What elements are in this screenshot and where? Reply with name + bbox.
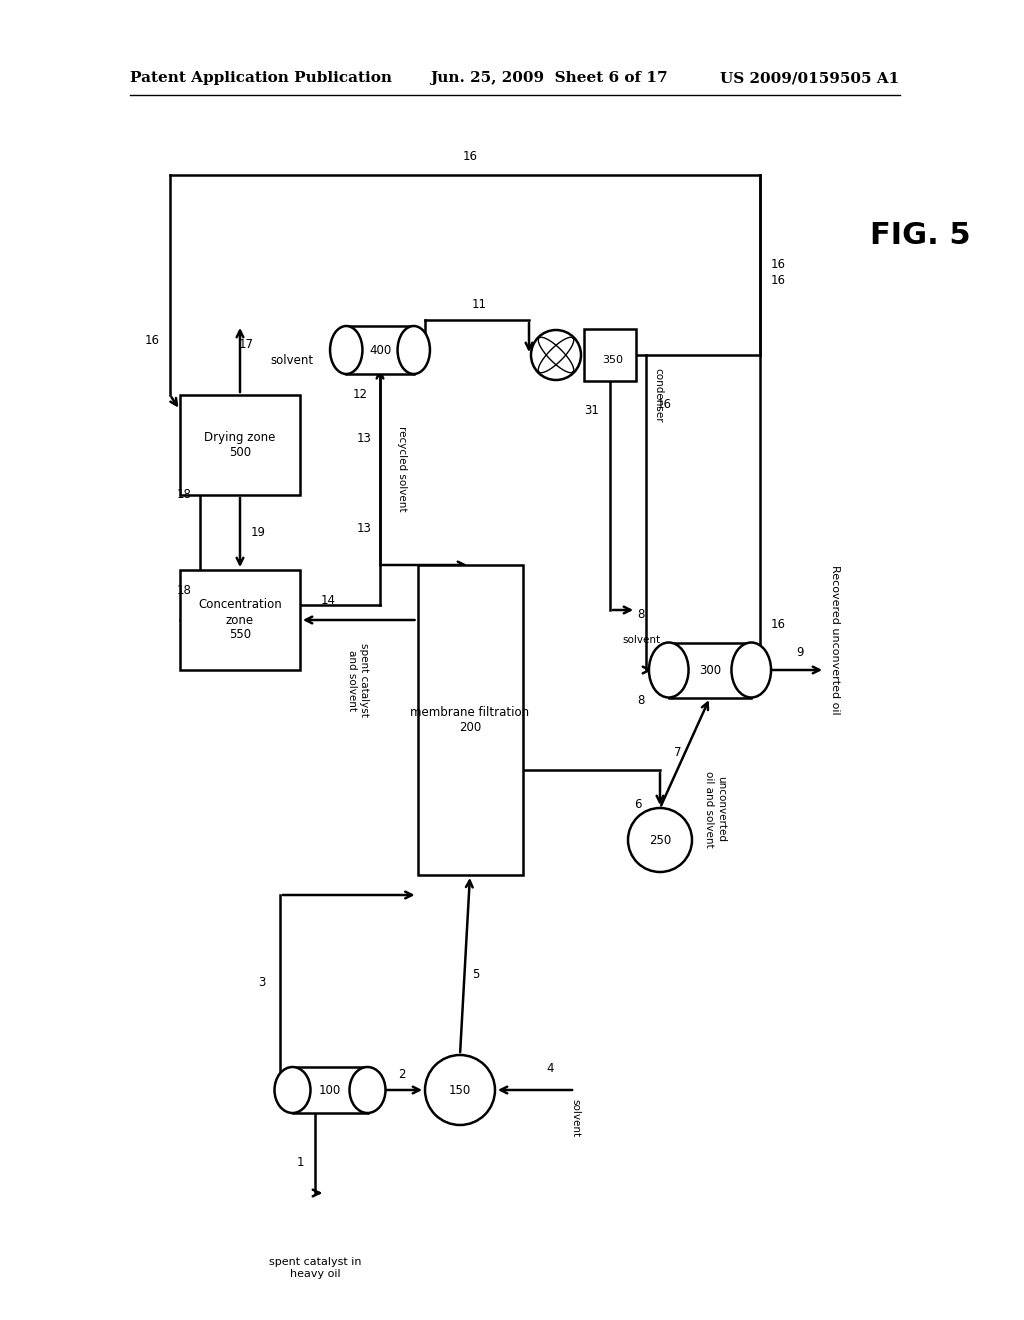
Text: 16: 16 [463, 150, 477, 164]
Text: 1: 1 [296, 1156, 304, 1170]
Text: 14: 14 [321, 594, 336, 606]
Text: solvent: solvent [270, 354, 313, 367]
Text: 31: 31 [585, 404, 599, 417]
Text: Concentration
zone
550: Concentration zone 550 [198, 598, 282, 642]
Ellipse shape [349, 1067, 385, 1113]
Text: solvent: solvent [622, 635, 660, 645]
Bar [418, 565, 522, 875]
Ellipse shape [274, 1067, 310, 1113]
Text: recycled solvent: recycled solvent [397, 426, 407, 512]
Circle shape [425, 1055, 495, 1125]
Text: 4: 4 [546, 1061, 554, 1074]
Text: condenser: condenser [653, 368, 663, 422]
Text: Patent Application Publication: Patent Application Publication [130, 71, 392, 84]
Text: 16: 16 [656, 399, 672, 412]
Text: 16: 16 [144, 334, 160, 346]
Text: 250: 250 [649, 833, 671, 846]
Text: 9: 9 [797, 645, 804, 659]
Bar [293, 1067, 368, 1113]
Text: spent catalyst in
heavy oil: spent catalyst in heavy oil [268, 1257, 361, 1279]
Text: 8: 8 [637, 609, 645, 622]
Text: Jun. 25, 2009  Sheet 6 of 17: Jun. 25, 2009 Sheet 6 of 17 [430, 71, 668, 84]
Ellipse shape [649, 643, 688, 697]
Text: 19: 19 [251, 525, 265, 539]
Text: Drying zone
500: Drying zone 500 [205, 432, 275, 459]
Text: 350: 350 [602, 355, 624, 366]
Text: 2: 2 [398, 1068, 406, 1081]
Text: 17: 17 [239, 338, 254, 351]
Text: FIG. 5: FIG. 5 [870, 220, 971, 249]
Text: 11: 11 [471, 297, 486, 310]
Text: membrane filtration
200: membrane filtration 200 [411, 706, 529, 734]
Text: 8: 8 [637, 693, 645, 706]
Bar [180, 395, 300, 495]
Circle shape [531, 330, 581, 380]
Text: 16: 16 [770, 619, 785, 631]
Text: spent catalyst
and solvent: spent catalyst and solvent [347, 643, 369, 717]
Text: 100: 100 [318, 1084, 341, 1097]
Text: 150: 150 [449, 1084, 471, 1097]
Text: 300: 300 [699, 664, 721, 676]
Bar [180, 570, 300, 671]
Text: unconverted
oil and solvent: unconverted oil and solvent [705, 771, 726, 847]
Bar [346, 326, 414, 374]
Text: 18: 18 [176, 488, 191, 502]
Text: 3: 3 [258, 975, 265, 989]
Ellipse shape [397, 326, 430, 374]
Ellipse shape [330, 326, 362, 374]
Text: 16: 16 [770, 273, 785, 286]
Text: 7: 7 [674, 746, 682, 759]
Text: 6: 6 [634, 799, 642, 812]
Bar [584, 329, 636, 381]
Text: 5: 5 [472, 969, 479, 982]
Text: 13: 13 [356, 433, 372, 446]
Text: 18: 18 [176, 583, 191, 597]
Text: 400: 400 [369, 343, 391, 356]
Circle shape [628, 808, 692, 873]
Text: Recovered unconverted oil: Recovered unconverted oil [830, 565, 840, 715]
Text: US 2009/0159505 A1: US 2009/0159505 A1 [720, 71, 899, 84]
Text: solvent: solvent [570, 1100, 580, 1137]
Text: 13: 13 [356, 523, 372, 536]
Bar [669, 643, 752, 697]
Ellipse shape [731, 643, 771, 697]
Text: 16: 16 [770, 259, 785, 272]
Text: 12: 12 [352, 388, 368, 400]
